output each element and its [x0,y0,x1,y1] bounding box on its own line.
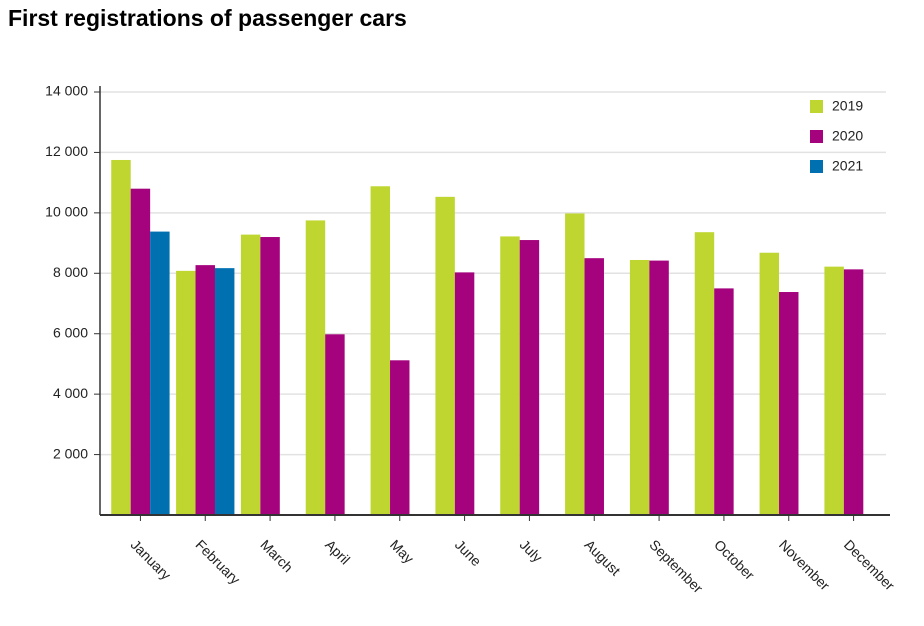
x-tick-label: September [646,536,706,596]
x-tick-label: December [841,536,898,593]
x-tick-label: February [193,536,244,587]
x-tick-label: November [776,536,833,593]
x-tick-label: July [517,536,546,565]
x-tick-label: April [322,536,353,567]
y-tick-label: 10 000 [45,204,88,220]
y-tick-label: 8 000 [53,264,88,280]
bar [584,258,604,515]
bar [694,232,715,516]
bar [824,266,844,515]
bar [500,236,520,515]
y-tick-label: 6 000 [53,324,88,340]
bar [305,220,326,516]
y-tick-label: 4 000 [53,385,88,401]
bar [649,260,669,515]
bar [214,268,235,515]
y-tick-label: 14 000 [45,83,88,99]
legend-label: 2020 [832,128,863,144]
legend-swatch [810,100,823,113]
bar [150,231,170,515]
bar [519,240,540,516]
bar [714,288,734,515]
bar [565,213,585,515]
x-tick-label: January [128,536,175,583]
legend-label: 2019 [832,98,863,114]
bar [195,265,215,515]
bar [759,252,780,516]
bar [176,270,196,515]
bar [130,188,151,515]
bar [240,234,261,515]
legend-label: 2021 [832,158,863,174]
legend-swatch [810,130,823,143]
x-tick-label: March [257,536,296,575]
x-tick-label: August [582,536,624,578]
bar [325,334,345,515]
x-tick-label: June [452,536,485,569]
bar [629,259,650,515]
x-tick-label: October [711,536,758,583]
bar [111,159,131,515]
bar [390,360,410,515]
x-tick-label: May [387,536,417,566]
bar [435,196,455,515]
bar [370,186,391,516]
y-tick-label: 12 000 [45,143,88,159]
chart-title: First registrations of passenger cars [8,5,407,31]
y-tick-label: 2 000 [53,445,88,461]
bar [454,272,475,515]
bar [779,292,799,515]
legend-swatch [810,160,823,173]
bar [260,237,280,515]
bar [843,269,864,515]
